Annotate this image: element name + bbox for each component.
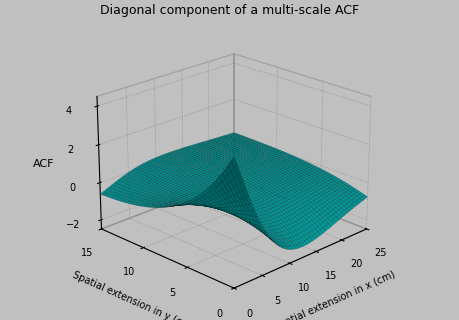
Title: Diagonal component of a multi-scale ACF: Diagonal component of a multi-scale ACF (100, 4, 359, 17)
Y-axis label: Spatial extension in y (cm): Spatial extension in y (cm) (71, 269, 195, 320)
X-axis label: Spatial extension in x (cm): Spatial extension in x (cm) (273, 269, 396, 320)
